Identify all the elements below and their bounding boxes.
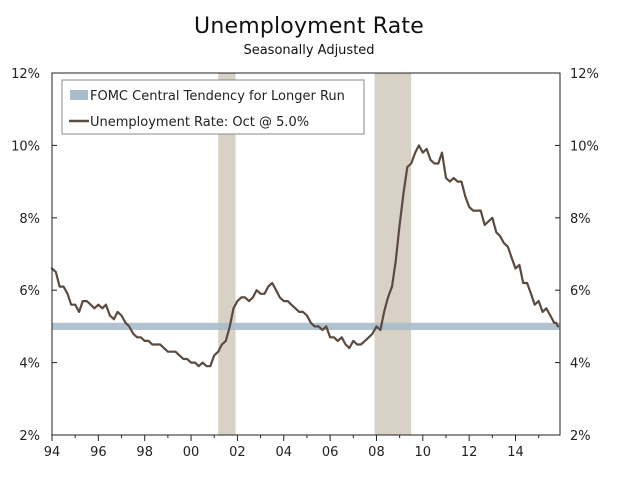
x-tick-label-6: 06	[322, 445, 339, 460]
x-tick-label-8: 10	[415, 445, 432, 460]
y-tick-label-left-2: 6%	[19, 284, 40, 299]
y-tick-label-right-3: 8%	[570, 212, 591, 227]
axis-ticks: 2% 2% 4% 4% 6% 6% 8% 8% 10% 10% 12% 12% 94 96 98 00 02 04…	[11, 67, 599, 460]
series-layer	[50, 144, 560, 368]
series-line-0	[50, 144, 560, 368]
y-tick-label-right-2: 6%	[570, 284, 591, 299]
fomc-band	[52, 322, 560, 331]
x-tick-label-4: 02	[229, 445, 246, 460]
plot-frame	[51, 72, 561, 436]
y-tick-label-right-1: 4%	[570, 357, 591, 372]
legend-label-unemployment: Unemployment Rate: Oct @ 5.0%	[90, 115, 309, 130]
recession-band-1	[374, 73, 412, 435]
x-tick-label-1: 96	[90, 445, 107, 460]
legend-label-fomc: FOMC Central Tendency for Longer Run	[90, 89, 345, 104]
x-tick-label-2: 98	[136, 445, 153, 460]
y-tick-label-right-5: 12%	[570, 67, 599, 82]
y-tick-label-left-5: 12%	[11, 67, 40, 82]
x-tick-label-0: 94	[44, 445, 61, 460]
chart-title: Unemployment Rate	[194, 14, 424, 39]
x-tick-label-3: 00	[183, 445, 200, 460]
x-tick-label-10: 14	[507, 445, 524, 460]
y-tick-label-right-0: 2%	[570, 429, 591, 444]
legend: FOMC Central Tendency for Longer Run Une…	[61, 79, 365, 135]
x-tick-label-7: 08	[368, 445, 385, 460]
y-tick-label-left-3: 8%	[19, 212, 40, 227]
chart-subtitle: Seasonally Adjusted	[243, 43, 375, 58]
y-tick-label-left-0: 2%	[19, 429, 40, 444]
legend-swatch-fomc	[70, 90, 88, 100]
fomc-band-layer	[52, 322, 560, 331]
y-tick-label-left-4: 10%	[11, 139, 40, 154]
y-tick-label-right-4: 10%	[570, 139, 599, 154]
y-tick-label-left-1: 4%	[19, 357, 40, 372]
x-tick-label-5: 04	[275, 445, 292, 460]
legend-box	[61, 79, 365, 135]
x-tick-label-9: 12	[461, 445, 478, 460]
